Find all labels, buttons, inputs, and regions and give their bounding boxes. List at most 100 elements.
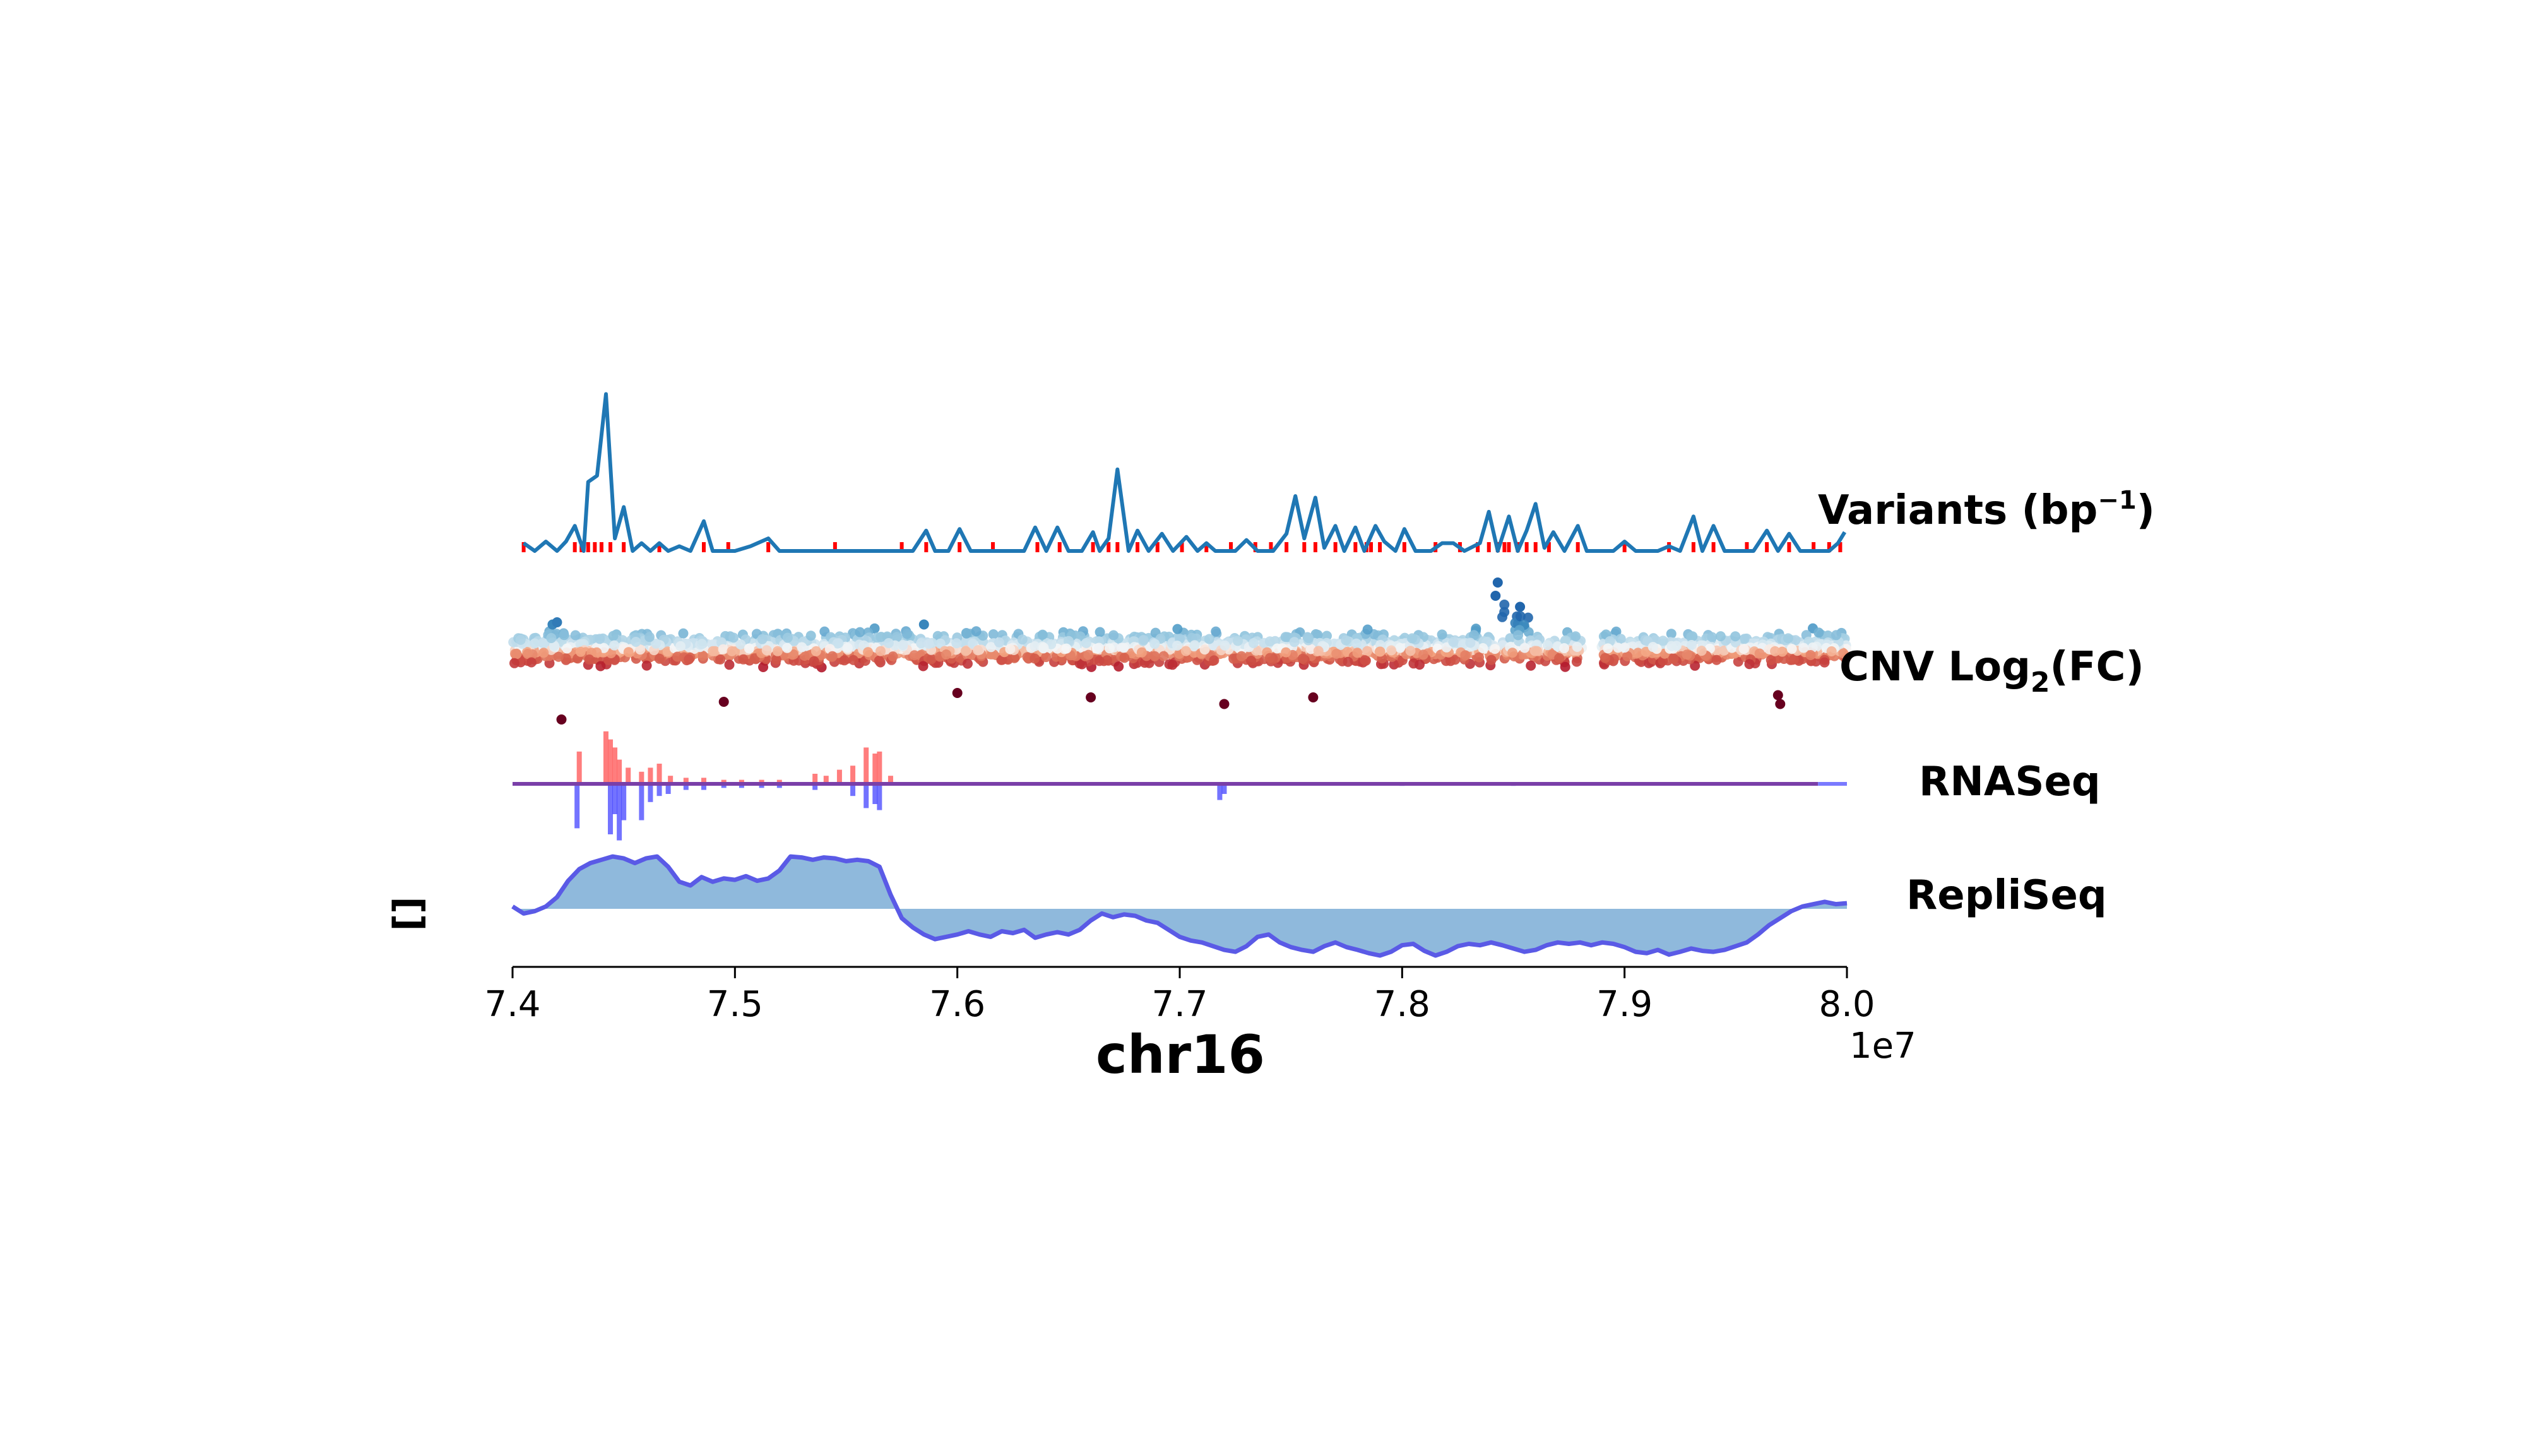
cnv-point bbox=[1418, 649, 1428, 660]
cnv-point bbox=[1571, 656, 1582, 667]
cnv-point bbox=[608, 630, 619, 641]
variant-rug-mark bbox=[1285, 542, 1289, 552]
cnv-point bbox=[1448, 637, 1459, 648]
cnv-point bbox=[874, 655, 884, 666]
variant-rug-mark bbox=[1838, 542, 1843, 552]
cnv-point bbox=[1289, 637, 1300, 648]
cnv-point bbox=[1666, 641, 1677, 651]
cnv-point bbox=[758, 662, 769, 672]
cnv-point bbox=[1783, 633, 1793, 644]
cnv-point bbox=[782, 642, 792, 653]
cnv-point bbox=[1469, 630, 1480, 641]
variant-rug-mark bbox=[1155, 542, 1160, 552]
cnv-point bbox=[1305, 644, 1316, 654]
cnv-point bbox=[1805, 650, 1816, 660]
cnv-point bbox=[1603, 643, 1613, 654]
cnv-point bbox=[1281, 647, 1291, 658]
x-tick-label: 7.5 bbox=[707, 984, 763, 1025]
variant-rug-mark bbox=[1369, 542, 1374, 552]
cnv-point bbox=[891, 632, 902, 642]
repliseq-track bbox=[511, 854, 1848, 958]
rnaseq-positive-bar bbox=[721, 779, 727, 784]
x-tick-label: 7.8 bbox=[1374, 984, 1430, 1025]
cnv-point bbox=[1386, 645, 1397, 656]
cnv-point bbox=[1264, 653, 1275, 663]
rnaseq-negative-bar bbox=[574, 784, 580, 829]
cnv-point bbox=[684, 654, 694, 665]
cnv-point bbox=[715, 654, 726, 665]
x-tick-label: 7.6 bbox=[929, 984, 985, 1025]
rnaseq-positive-bar bbox=[701, 778, 707, 784]
cnv-point bbox=[515, 634, 526, 645]
cnv-point bbox=[1113, 661, 1124, 672]
rnaseq-positive-bar bbox=[872, 754, 878, 784]
rnaseq-negative-bar bbox=[621, 784, 627, 820]
cnv-point bbox=[1172, 624, 1183, 634]
cnv-point bbox=[1831, 630, 1841, 641]
cnv-point bbox=[623, 647, 634, 658]
cnv-point bbox=[1658, 636, 1668, 646]
cnv-point bbox=[1682, 649, 1692, 660]
cnv-point bbox=[678, 628, 689, 639]
cnv-point bbox=[556, 714, 567, 725]
cnv-point bbox=[1819, 657, 1830, 668]
x-tick-label: 7.7 bbox=[1151, 984, 1208, 1025]
cnv-point bbox=[1352, 648, 1363, 658]
cnv-point bbox=[1009, 653, 1020, 663]
cnv-point bbox=[718, 697, 729, 707]
rnaseq-negative-bar bbox=[612, 784, 618, 814]
variant-rug-mark bbox=[899, 542, 904, 552]
rnaseq-positive-bar bbox=[836, 769, 842, 784]
cnv-point bbox=[1395, 642, 1406, 653]
cnv-point bbox=[994, 637, 1004, 648]
cnv-point bbox=[1826, 646, 1837, 656]
cnv-point bbox=[1450, 654, 1461, 665]
rnaseq-positive-bar bbox=[576, 751, 582, 784]
cnv-point bbox=[1739, 634, 1750, 644]
cnv-point bbox=[772, 646, 783, 656]
cnv-point bbox=[1559, 643, 1570, 653]
rnaseq-negative-bar bbox=[877, 784, 882, 810]
cnv-point bbox=[1696, 646, 1707, 656]
variant-rug-mark bbox=[599, 542, 603, 552]
variant-rug-mark bbox=[1711, 542, 1716, 552]
cnv-point bbox=[559, 630, 569, 641]
cnv-point bbox=[570, 630, 581, 641]
cnv-point bbox=[1838, 648, 1849, 659]
cnv-point bbox=[875, 646, 886, 656]
rnaseq-negative-bar bbox=[608, 784, 614, 834]
cnv-point bbox=[1777, 646, 1788, 657]
cnv-point bbox=[651, 638, 662, 649]
cnv-point bbox=[553, 651, 564, 662]
cnv-point bbox=[788, 649, 799, 660]
cnv-point bbox=[1632, 648, 1643, 658]
cnv-point bbox=[1236, 651, 1247, 661]
variant-rug-mark bbox=[573, 542, 577, 552]
variant-rug-mark bbox=[1507, 542, 1511, 552]
cnv-point bbox=[902, 629, 913, 639]
cnv-point bbox=[1786, 644, 1797, 654]
cnv-point bbox=[1220, 640, 1230, 651]
cnv-point bbox=[1119, 653, 1130, 663]
cnv-point bbox=[988, 629, 999, 639]
cnv-point bbox=[595, 661, 606, 672]
cnv-point bbox=[523, 649, 533, 660]
cnv-point bbox=[1775, 699, 1786, 709]
rnaseq-negative-bar bbox=[665, 784, 671, 794]
cnv-point bbox=[935, 638, 946, 649]
rnaseq-positive-bar bbox=[683, 778, 689, 784]
cnv-point bbox=[1770, 646, 1781, 656]
cnv-point bbox=[1362, 646, 1373, 656]
cnv-point bbox=[1264, 636, 1275, 647]
rnaseq-positive-bar bbox=[759, 779, 764, 784]
x-offset-label: 1e7 bbox=[1849, 1026, 1916, 1067]
variant-rug-mark bbox=[1180, 542, 1184, 552]
cnv-point bbox=[1362, 624, 1373, 635]
variant-rug-mark bbox=[726, 542, 730, 552]
rnaseq-negative-bar bbox=[739, 784, 744, 788]
cnv-point bbox=[1211, 626, 1221, 637]
cnv-point bbox=[1686, 640, 1697, 650]
variant-rug-mark bbox=[521, 542, 526, 552]
rnaseq-positive-bar bbox=[823, 776, 829, 784]
cnv-point bbox=[1641, 646, 1651, 657]
